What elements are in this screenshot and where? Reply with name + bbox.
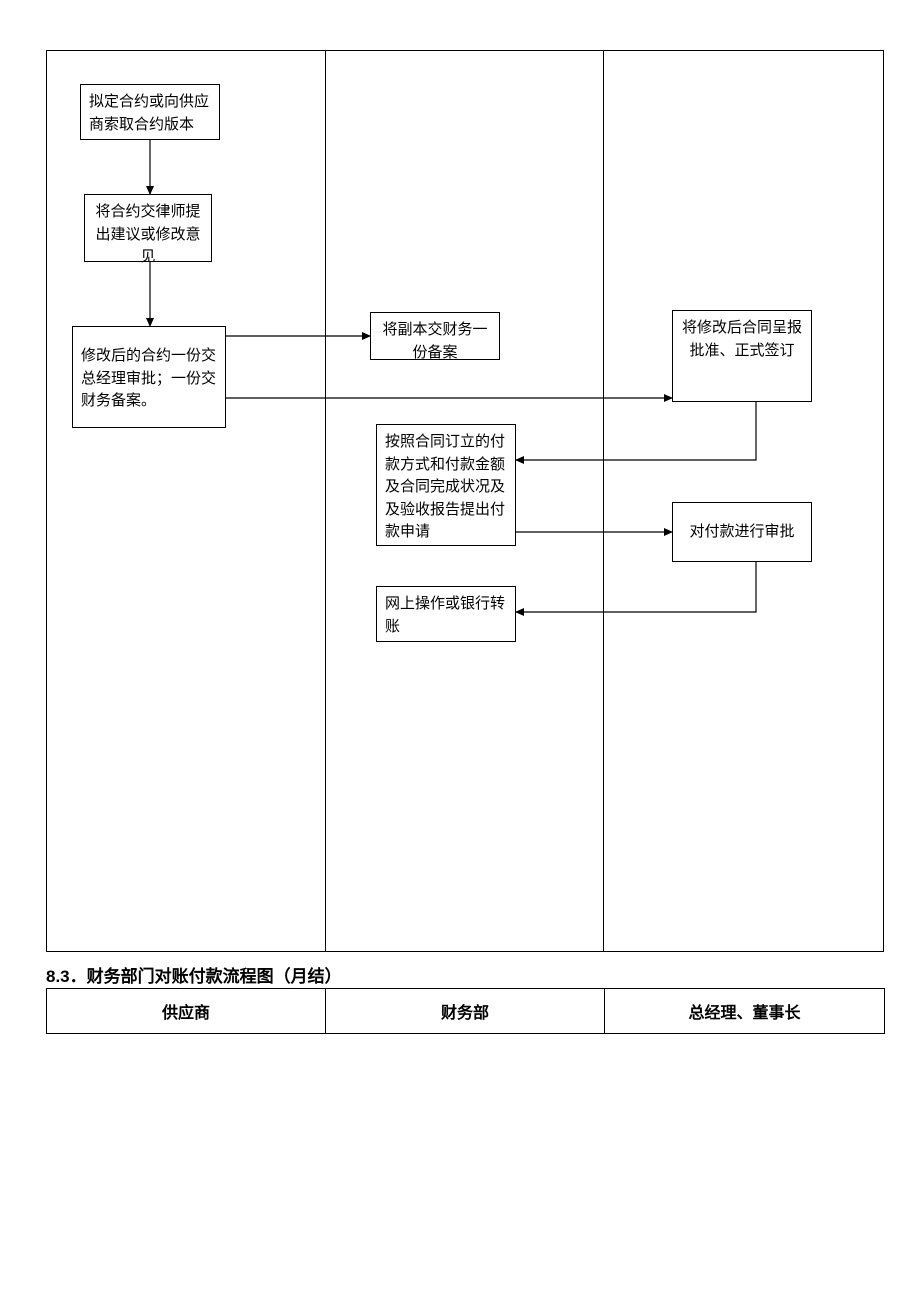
section-title: 财务部门对账付款流程图（月结） — [87, 967, 342, 986]
node-draft-contract: 拟定合约或向供应商索取合约版本 — [80, 84, 220, 140]
node-approve-payment: 对付款进行审批 — [672, 502, 812, 562]
bottom-header-table: 供应商 财务部 总经理、董事长 — [46, 988, 885, 1034]
node-lawyer-review: 将合约交律师提出建议或修改意见 — [84, 194, 212, 262]
section-heading: 8.3．财务部门对账付款流程图（月结） — [46, 962, 342, 987]
bottom-col-gm-chairman: 总经理、董事长 — [605, 989, 885, 1034]
node-submit-approve-sign: 将修改后合同呈报批准、正式签订 — [672, 310, 812, 402]
node-payment-request: 按照合同订立的付款方式和付款金额及合同完成状况及及验收报告提出付款申请 — [376, 424, 516, 546]
swimlane-col-1 — [47, 51, 326, 952]
swimlane-col-3 — [604, 51, 884, 952]
bottom-col-supplier: 供应商 — [47, 989, 326, 1034]
section-number: 8.3． — [46, 967, 87, 986]
node-after-revision: 修改后的合约一份交总经理审批；一份交财务备案。 — [72, 326, 226, 428]
page: 拟定合约或向供应商索取合约版本 将合约交律师提出建议或修改意见 修改后的合约一份… — [0, 0, 920, 1302]
node-bank-transfer: 网上操作或银行转账 — [376, 586, 516, 642]
bottom-col-finance: 财务部 — [326, 989, 605, 1034]
node-copy-to-finance: 将副本交财务一份备案 — [370, 312, 500, 360]
